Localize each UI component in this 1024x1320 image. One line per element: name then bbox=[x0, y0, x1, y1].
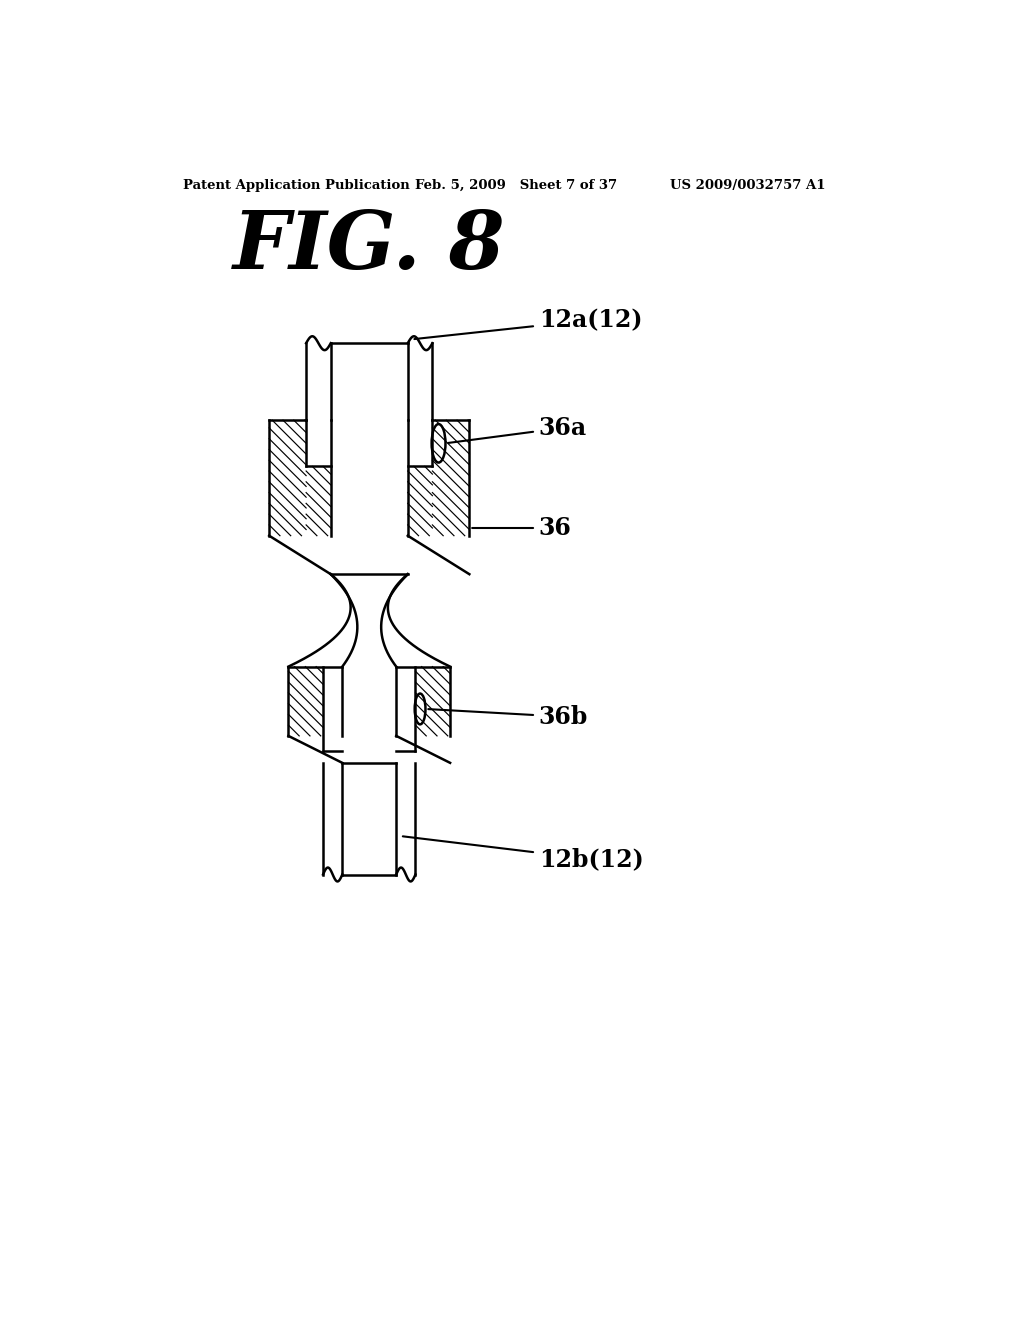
Text: 12a(12): 12a(12) bbox=[415, 308, 642, 339]
Text: Patent Application Publication: Patent Application Publication bbox=[183, 178, 410, 191]
Text: US 2009/0032757 A1: US 2009/0032757 A1 bbox=[670, 178, 825, 191]
Text: 36b: 36b bbox=[428, 705, 588, 729]
Text: 12b(12): 12b(12) bbox=[402, 837, 643, 871]
Text: 36a: 36a bbox=[449, 416, 587, 444]
Text: 36: 36 bbox=[472, 516, 571, 540]
Text: FIG. 8: FIG. 8 bbox=[232, 209, 506, 285]
Text: Feb. 5, 2009   Sheet 7 of 37: Feb. 5, 2009 Sheet 7 of 37 bbox=[416, 178, 617, 191]
